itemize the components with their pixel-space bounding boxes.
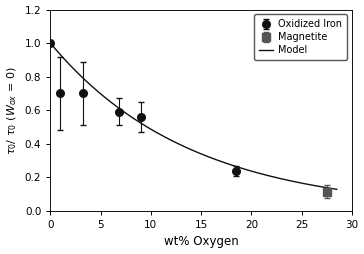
Y-axis label: $\tau_0$/ $\tau_0$ ($W_{ox}$ = 0): $\tau_0$/ $\tau_0$ ($W_{ox}$ = 0) <box>5 66 19 154</box>
X-axis label: wt% Oxygen: wt% Oxygen <box>164 235 238 248</box>
Legend: Oxidized Iron, Magnetite, Model: Oxidized Iron, Magnetite, Model <box>254 14 347 60</box>
